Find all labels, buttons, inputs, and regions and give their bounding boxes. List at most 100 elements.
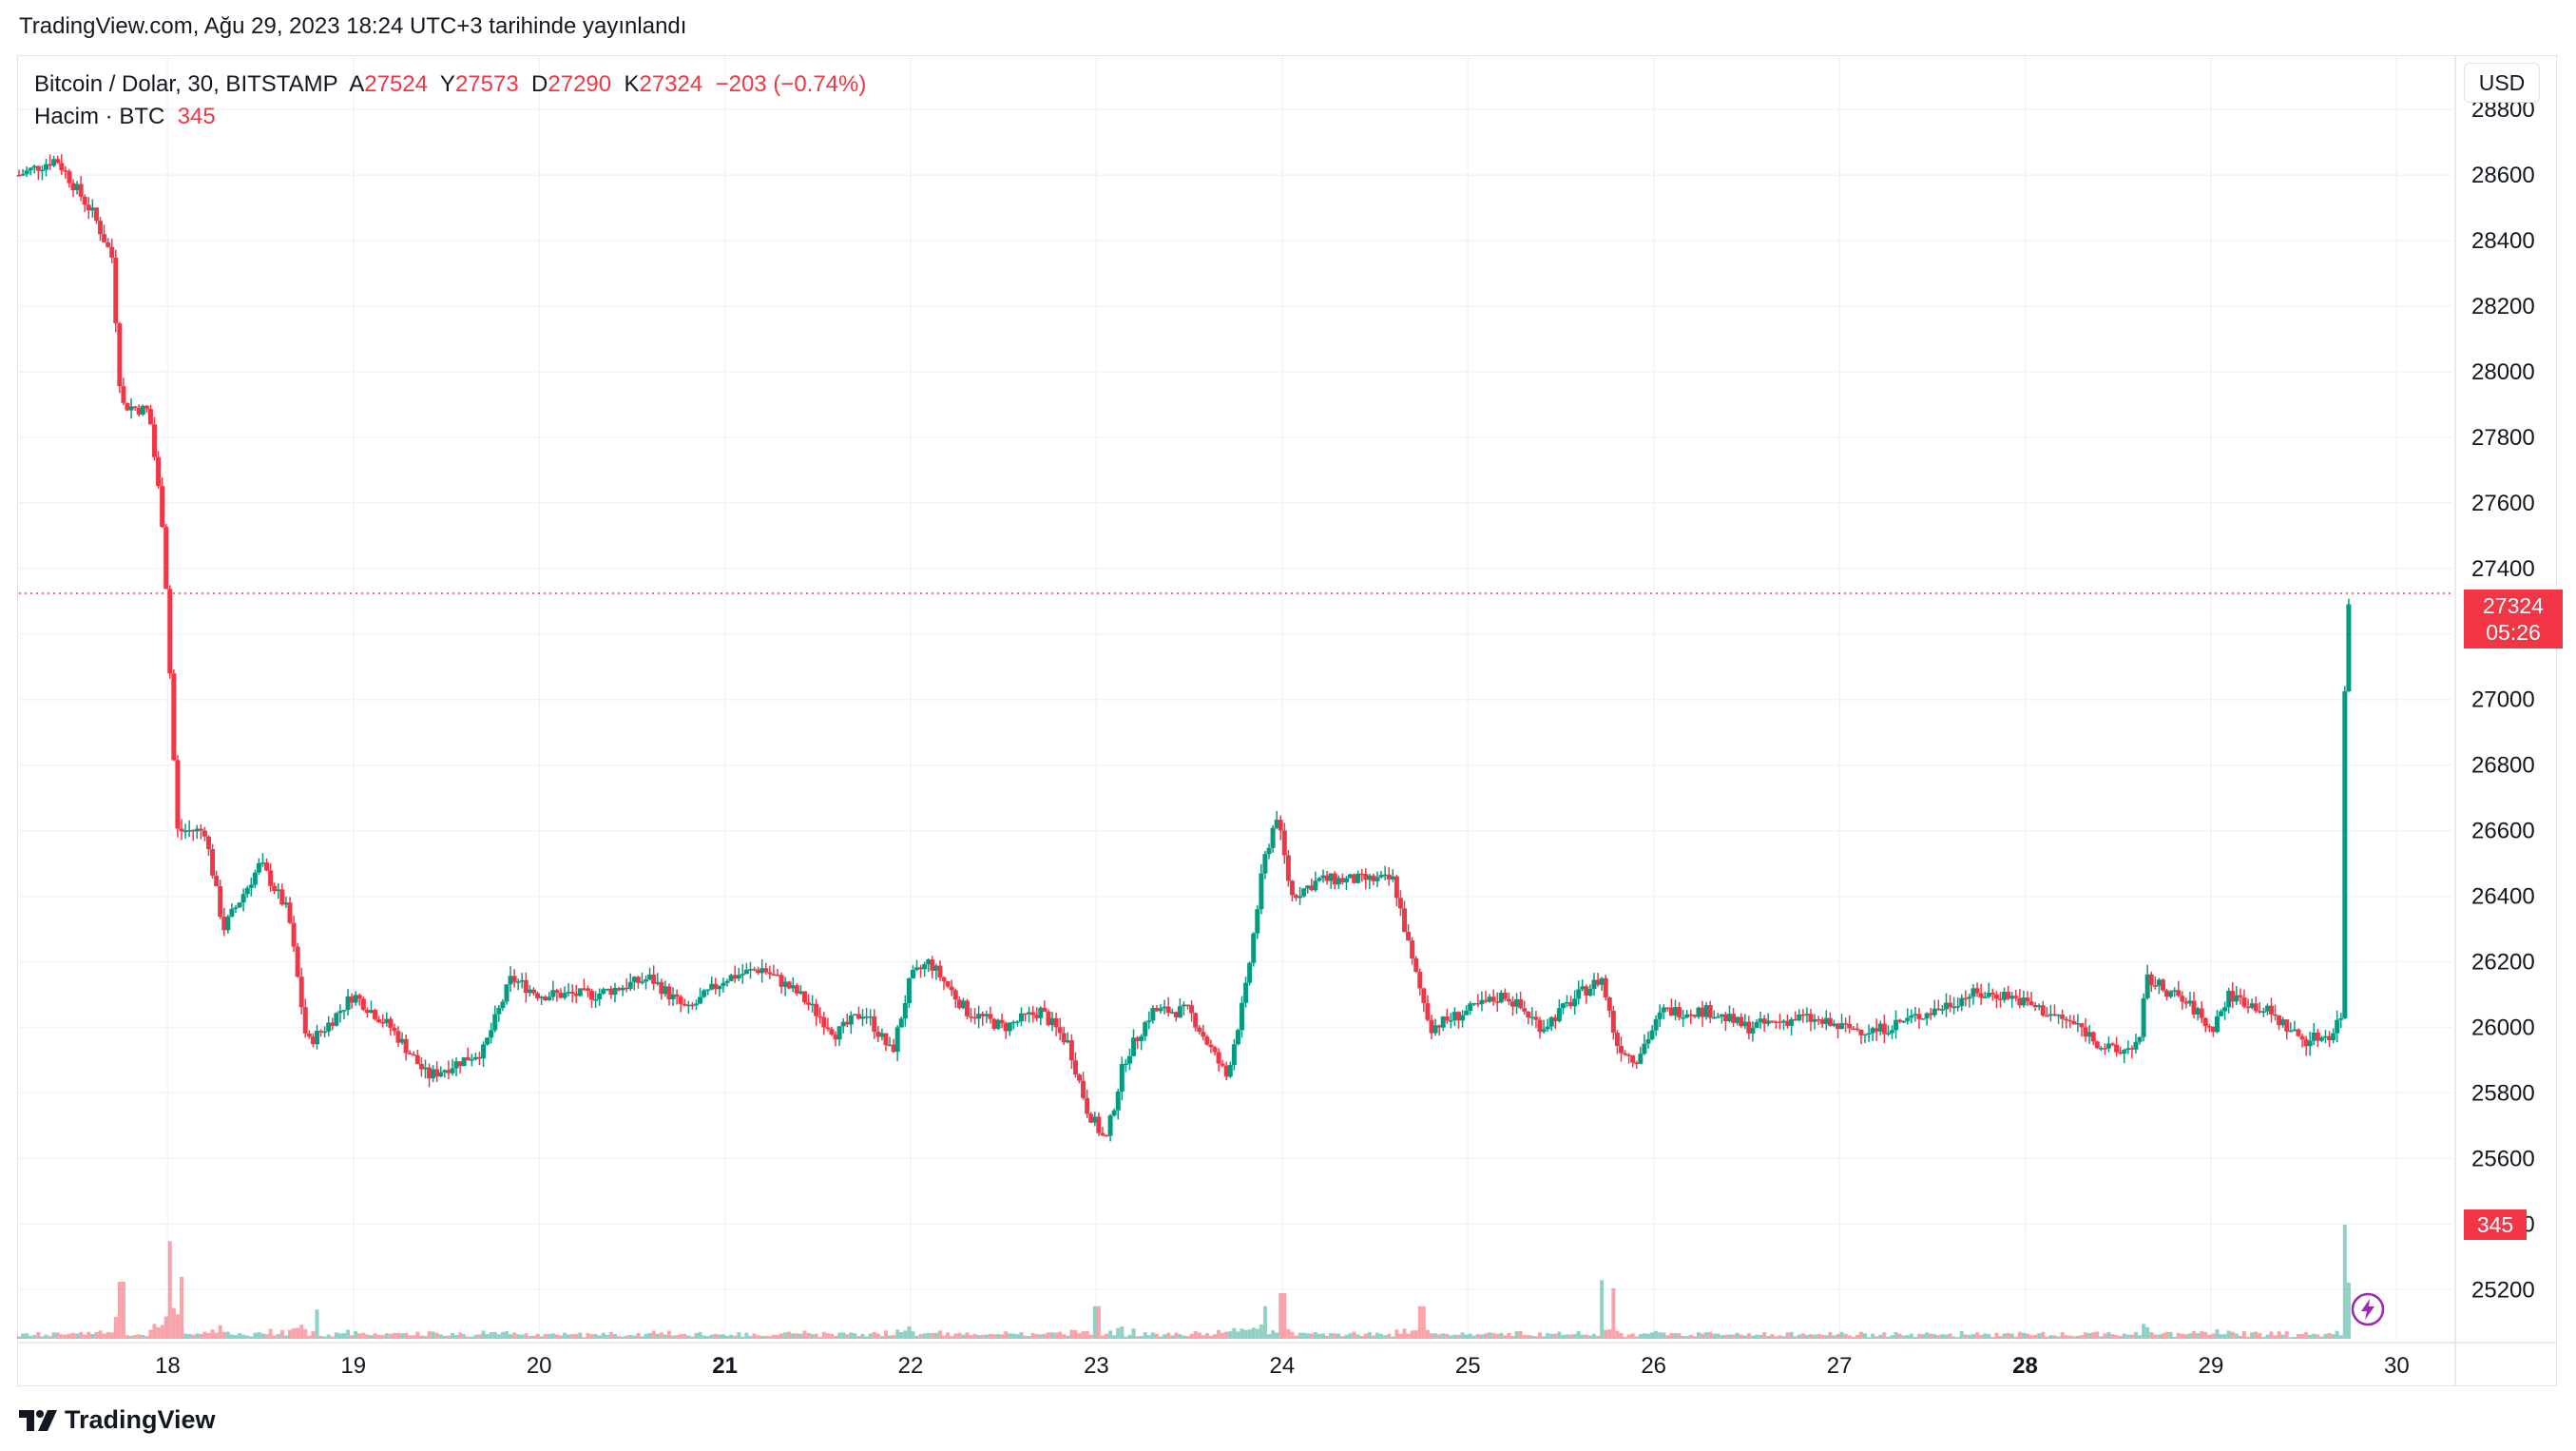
volume-bar <box>694 1333 699 1339</box>
volume-bar <box>1488 1332 1492 1339</box>
volume-bar <box>485 1334 490 1339</box>
candle-body <box>639 981 644 983</box>
volume-bar <box>1576 1330 1581 1339</box>
volume-bar <box>570 1333 575 1339</box>
volume-bar <box>129 1335 134 1339</box>
volume-bar <box>496 1334 501 1339</box>
candle-body <box>1580 986 1586 990</box>
candle-body <box>1123 1063 1128 1066</box>
candle-body <box>1785 1020 1791 1026</box>
candle-body <box>670 994 676 999</box>
volume-bar <box>864 1336 869 1339</box>
volume-bar <box>2258 1333 2262 1339</box>
volume-bar <box>51 1332 56 1339</box>
candle-body <box>1456 1012 1462 1021</box>
volume-bar <box>1611 1287 1616 1339</box>
volume-bar <box>2025 1333 2029 1339</box>
candle-body <box>1812 1018 1817 1022</box>
candle-body <box>2051 1014 2057 1016</box>
candle-body <box>1765 1020 1771 1024</box>
candle-body <box>438 1072 444 1077</box>
candle-body <box>2206 1026 2212 1028</box>
candle-body <box>825 1027 831 1030</box>
volume-bar <box>737 1332 741 1339</box>
candle-body <box>1638 1054 1644 1064</box>
candle-body <box>1982 996 1988 998</box>
candle-body <box>1231 1044 1237 1065</box>
candle-body <box>1935 1008 1941 1011</box>
candle-body <box>2280 1019 2286 1026</box>
volume-bar <box>1085 1330 1089 1339</box>
currency-button[interactable]: USD <box>2464 63 2540 103</box>
volume-bar <box>1727 1334 1732 1339</box>
volume-bar <box>1867 1337 1872 1339</box>
volume-bar <box>1704 1332 1709 1339</box>
lightning-bolt-icon[interactable] <box>2350 1291 2386 1327</box>
candle-body <box>1955 1006 1961 1008</box>
candle-body <box>763 968 769 973</box>
volume-bar <box>376 1334 381 1339</box>
volume-bar <box>214 1332 219 1339</box>
volume-bar <box>1596 1335 1601 1339</box>
candle-body <box>1343 878 1349 882</box>
candle-body <box>418 1063 424 1070</box>
candle-body <box>608 988 614 996</box>
volume-bar <box>554 1334 559 1339</box>
candle-body <box>616 988 622 991</box>
volume-bar <box>1282 1293 1287 1339</box>
volume-bar <box>1008 1333 1012 1339</box>
candle-body <box>2245 1006 2251 1009</box>
candle-body <box>481 1044 487 1059</box>
volume-label[interactable]: Hacim · BTC <box>34 104 165 129</box>
candle-body <box>898 1018 904 1028</box>
candle-body <box>682 1003 687 1006</box>
volume-bar <box>763 1335 768 1339</box>
volume-bar <box>2207 1334 2212 1339</box>
volume-bar <box>1379 1333 1384 1339</box>
candle-body <box>1363 874 1369 880</box>
volume-bar <box>2187 1333 2192 1339</box>
candle-body <box>1526 1011 1531 1018</box>
chart-pane[interactable] <box>17 55 2557 1386</box>
candle-body <box>1382 874 1388 877</box>
volume-bar <box>1475 1334 1480 1339</box>
volume-bar <box>651 1330 656 1339</box>
volume-bar <box>1820 1334 1825 1339</box>
volume-bar <box>2133 1331 2138 1339</box>
candle-body <box>1406 931 1412 941</box>
candle-body <box>244 887 250 895</box>
tradingview-brand[interactable]: TradingView <box>19 1405 216 1435</box>
volume-bar <box>245 1335 250 1339</box>
candle-body <box>128 406 134 411</box>
candle-body <box>1657 1012 1663 1019</box>
volume-bar <box>1290 1331 1295 1339</box>
candle-body <box>2125 1048 2131 1051</box>
volume-bar <box>1286 1328 1291 1339</box>
candle-body <box>2214 1016 2220 1033</box>
candle-body <box>1092 1116 1098 1123</box>
volume-bar <box>1565 1334 1569 1339</box>
volume-bar <box>32 1334 37 1339</box>
volume-bar <box>264 1334 269 1339</box>
candle-body <box>89 207 95 211</box>
candle-body <box>1479 999 1485 1005</box>
candle-body <box>240 894 246 903</box>
candle-body <box>1715 1016 1721 1018</box>
candle-body <box>48 164 53 166</box>
volume-bar <box>1391 1336 1395 1339</box>
candle-body <box>910 969 915 978</box>
candle-body <box>504 984 509 1002</box>
candle-body <box>984 1014 990 1016</box>
volume-bar <box>1271 1330 1276 1339</box>
volume-bar <box>404 1332 409 1339</box>
volume-bar <box>659 1332 663 1339</box>
candle-body <box>2311 1032 2316 1041</box>
volume-bar <box>109 1332 114 1339</box>
volume-bar <box>1325 1335 1330 1339</box>
candle-body <box>117 323 123 387</box>
volume-bar <box>2273 1335 2278 1339</box>
volume-bar <box>2292 1337 2297 1339</box>
volume-bar <box>2048 1335 2053 1339</box>
symbol-title[interactable]: Bitcoin / Dolar, 30, BITSTAMP <box>34 71 338 97</box>
